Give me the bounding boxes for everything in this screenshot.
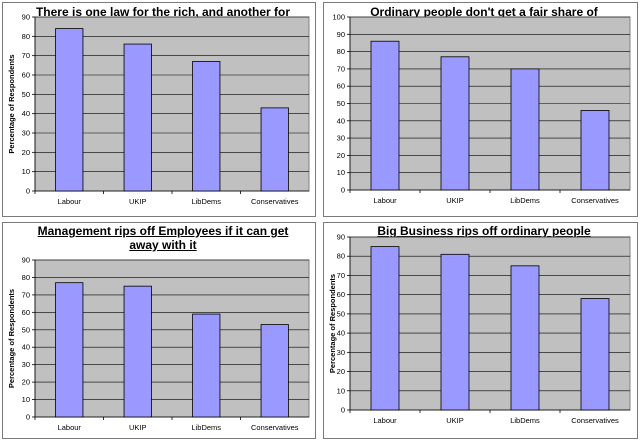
y-tick-label: 70: [337, 64, 345, 73]
y-axis-label: Percentage of Respondents: [7, 289, 16, 388]
y-tick-label: 60: [22, 71, 30, 80]
x-tick-label: Conservatives: [251, 197, 299, 206]
x-tick-label: Conservatives: [571, 416, 619, 425]
y-tick-label: 70: [337, 271, 345, 280]
bar-ukip: [123, 43, 152, 192]
y-tick-label: 90: [337, 30, 345, 39]
bar-labour: [370, 246, 400, 411]
y-tick-label: 30: [337, 134, 345, 143]
y-tick-label: 90: [22, 256, 30, 265]
y-tick-label: 80: [337, 252, 345, 261]
x-tick-label: LibDems: [191, 423, 221, 432]
y-tick-label: 80: [22, 273, 30, 282]
y-tick-label: 50: [337, 99, 345, 108]
y-tick-label: 30: [337, 348, 345, 357]
bar-ukip: [440, 253, 470, 411]
y-tick-label: 0: [26, 413, 30, 422]
chart-title: Management rips off Employees if it can …: [37, 224, 289, 252]
x-tick-label: Conservatives: [251, 423, 299, 432]
chart-title: Big Business rips off ordinary people: [377, 224, 591, 238]
bar-conservatives: [580, 298, 610, 411]
y-tick-label: 80: [22, 32, 30, 41]
bar-chart: 0 10 20 30 40 50 60 70 80 90 Labour UKIP LibDems Cons…: [328, 233, 631, 425]
bar-libdems: [510, 68, 540, 191]
y-tick-label: 50: [337, 309, 345, 318]
bar-ukip: [440, 56, 470, 191]
x-tick-label: Labour: [58, 197, 82, 206]
y-tick-label: 60: [337, 82, 345, 91]
y-tick-label: 70: [22, 51, 30, 60]
bar-libdems: [510, 265, 540, 411]
y-tick-label: 30: [22, 129, 30, 138]
chart-panel-big-business: Big Business rips off ordinary people 0 1…: [323, 222, 638, 439]
bar-conservatives: [260, 107, 289, 192]
bar-labour: [55, 28, 84, 192]
y-tick-label: 40: [337, 116, 345, 125]
chart-panel-fair-share: Ordinary people don't get a fair share o…: [323, 2, 638, 217]
bar-chart: 0 10 20 30 40 50 60 70 80 90 Labour UKIP LibDems Cons…: [7, 13, 310, 206]
y-tick-label: 10: [22, 167, 30, 176]
bar-conservatives: [580, 110, 610, 191]
y-tick-label: 50: [22, 325, 30, 334]
y-tick-label: 30: [22, 360, 30, 369]
y-tick-label: 0: [26, 187, 30, 196]
x-tick-label: LibDems: [510, 196, 540, 205]
bar-labour: [370, 40, 400, 191]
x-tick-label: UKIP: [129, 197, 147, 206]
y-axis-label: Percentage of Respondents: [328, 274, 337, 373]
x-tick-label: UKIP: [446, 196, 464, 205]
y-tick-label: 10: [337, 386, 345, 395]
y-tick-label: 20: [22, 148, 30, 157]
bar-libdems: [192, 313, 221, 418]
chart-panel-management: Management rips off Employees if it can …: [2, 222, 316, 439]
x-tick-label: LibDems: [510, 416, 540, 425]
bar-ukip: [123, 285, 152, 418]
y-tick-label: 0: [341, 406, 345, 415]
x-tick-label: LibDems: [191, 197, 221, 206]
y-tick-label: 40: [22, 109, 30, 118]
bar-chart: 0 10 20 30 40 50 60 70 80 90 100 Labour UKIP LibDems C…: [332, 13, 631, 205]
x-tick-label: UKIP: [129, 423, 147, 432]
y-tick-label: 20: [337, 367, 345, 376]
y-tick-label: 20: [337, 151, 345, 160]
x-tick-label: UKIP: [446, 416, 464, 425]
y-tick-label: 90: [337, 233, 345, 242]
y-tick-label: 70: [22, 290, 30, 299]
y-tick-label: 60: [337, 290, 345, 299]
y-tick-label: 0: [341, 186, 345, 195]
y-tick-label: 20: [22, 378, 30, 387]
y-tick-label: 50: [22, 90, 30, 99]
y-tick-label: 90: [22, 13, 30, 22]
x-tick-label: Labour: [58, 423, 82, 432]
bar-labour: [55, 282, 84, 418]
y-tick-label: 10: [22, 395, 30, 404]
y-tick-label: 40: [337, 329, 345, 338]
y-tick-label: 100: [332, 13, 345, 22]
y-tick-label: 80: [337, 47, 345, 56]
x-tick-label: Labour: [373, 416, 397, 425]
bar-libdems: [192, 61, 221, 192]
y-tick-label: 40: [22, 343, 30, 352]
bar-conservatives: [260, 324, 289, 418]
x-tick-label: Labour: [373, 196, 397, 205]
y-tick-label: 10: [337, 168, 345, 177]
chart-panel-one-law: There is one law for the rich, and anoth…: [2, 2, 316, 217]
x-tick-label: Conservatives: [571, 196, 619, 205]
y-tick-label: 60: [22, 308, 30, 317]
y-axis-label: Percentage of Respondents: [7, 54, 16, 153]
bar-chart: 0 10 20 30 40 50 60 70 80 90 Labour UKIP LibDems Cons…: [7, 256, 310, 432]
